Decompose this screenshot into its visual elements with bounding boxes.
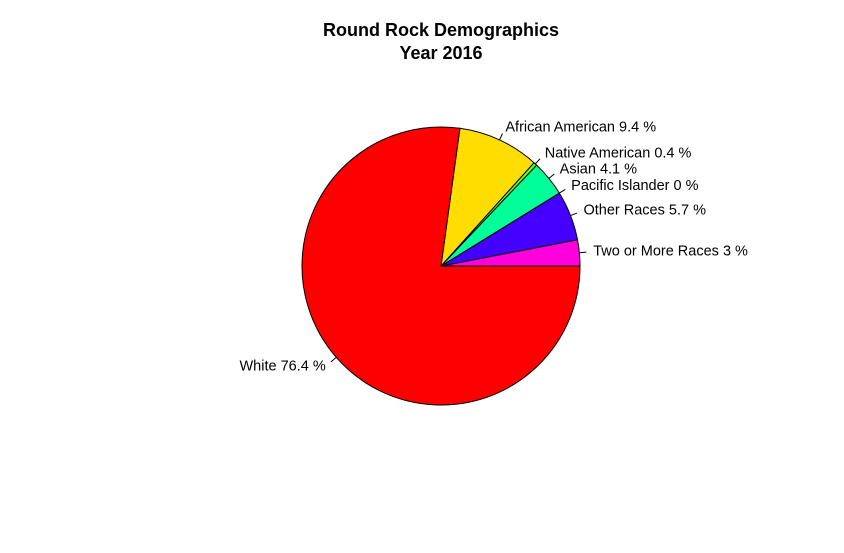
label-other-races: Other Races 5.7 % [583, 203, 706, 219]
label-asian: Asian 4.1 % [560, 162, 637, 178]
leader-white [331, 357, 336, 362]
label-pacific-islander: Pacific Islander 0 % [571, 178, 698, 194]
label-african-american: African American 9.4 % [505, 119, 656, 135]
pie-slices [302, 127, 580, 405]
label-white: White 76.4 % [240, 358, 326, 374]
leader-two-or-more-races [579, 252, 586, 253]
leader-asian [549, 174, 554, 178]
leader-african-american [500, 134, 503, 140]
leader-pacific-islander [559, 189, 565, 193]
chart-title-line-2: Year 2016 [399, 43, 482, 63]
chart-title-line-1: Round Rock Demographics [323, 20, 559, 40]
leader-native-american [535, 159, 540, 164]
label-native-american: Native American 0.4 % [545, 146, 692, 162]
leader-other-races [571, 213, 577, 216]
label-two-or-more-races: Two or More Races 3 % [593, 243, 748, 259]
